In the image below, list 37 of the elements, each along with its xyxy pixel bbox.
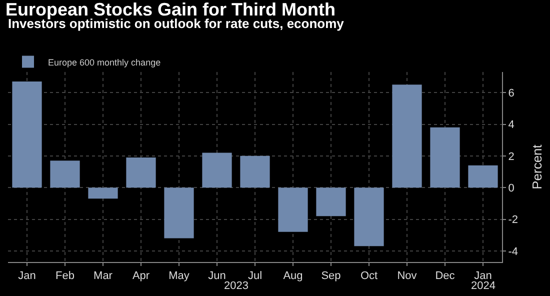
x-tick-label: Dec [435, 270, 456, 282]
y-tick-label: 4 [508, 119, 514, 132]
y-tick-label: 2 [508, 150, 514, 163]
y-tick-label: -2 [508, 214, 518, 226]
bar [278, 188, 308, 232]
text: 2023 [224, 280, 248, 292]
chart-title: European Stocks Gain for Third Month [6, 0, 336, 20]
bar [430, 127, 460, 188]
bar [164, 188, 194, 238]
y-tick-label: 6 [508, 87, 514, 100]
bar [468, 165, 498, 188]
x-tick-label: May [168, 270, 190, 282]
bar [392, 84, 422, 188]
x-tick-label: Jul [248, 270, 262, 282]
bar [202, 152, 232, 188]
bar [240, 156, 270, 188]
x-tick-label: Jun [208, 270, 226, 282]
x-tick-label: Jan [18, 270, 36, 282]
y-tick-label: -4 [508, 246, 518, 258]
x-tick-label: Apr [132, 270, 150, 282]
x-tick-label: Oct [360, 270, 378, 282]
bar [126, 158, 156, 188]
bar [88, 188, 118, 199]
y-tick-label: 0 [508, 182, 514, 194]
bar [12, 82, 42, 188]
x-tick-label: Feb [56, 270, 74, 282]
x-tick-label: Aug [283, 270, 303, 282]
legend-label: Europe 600 monthly change [48, 57, 161, 68]
y-axis-title: Percent [530, 144, 545, 190]
text: 2024 [471, 280, 496, 292]
bar [354, 188, 384, 246]
x-tick-label: Nov [397, 270, 418, 282]
bar [316, 188, 346, 216]
x-tick-label: Sep [321, 270, 341, 282]
x-tick-label: Mar [94, 270, 113, 282]
bar [50, 160, 80, 188]
x-tick-label: Jan [474, 270, 492, 282]
